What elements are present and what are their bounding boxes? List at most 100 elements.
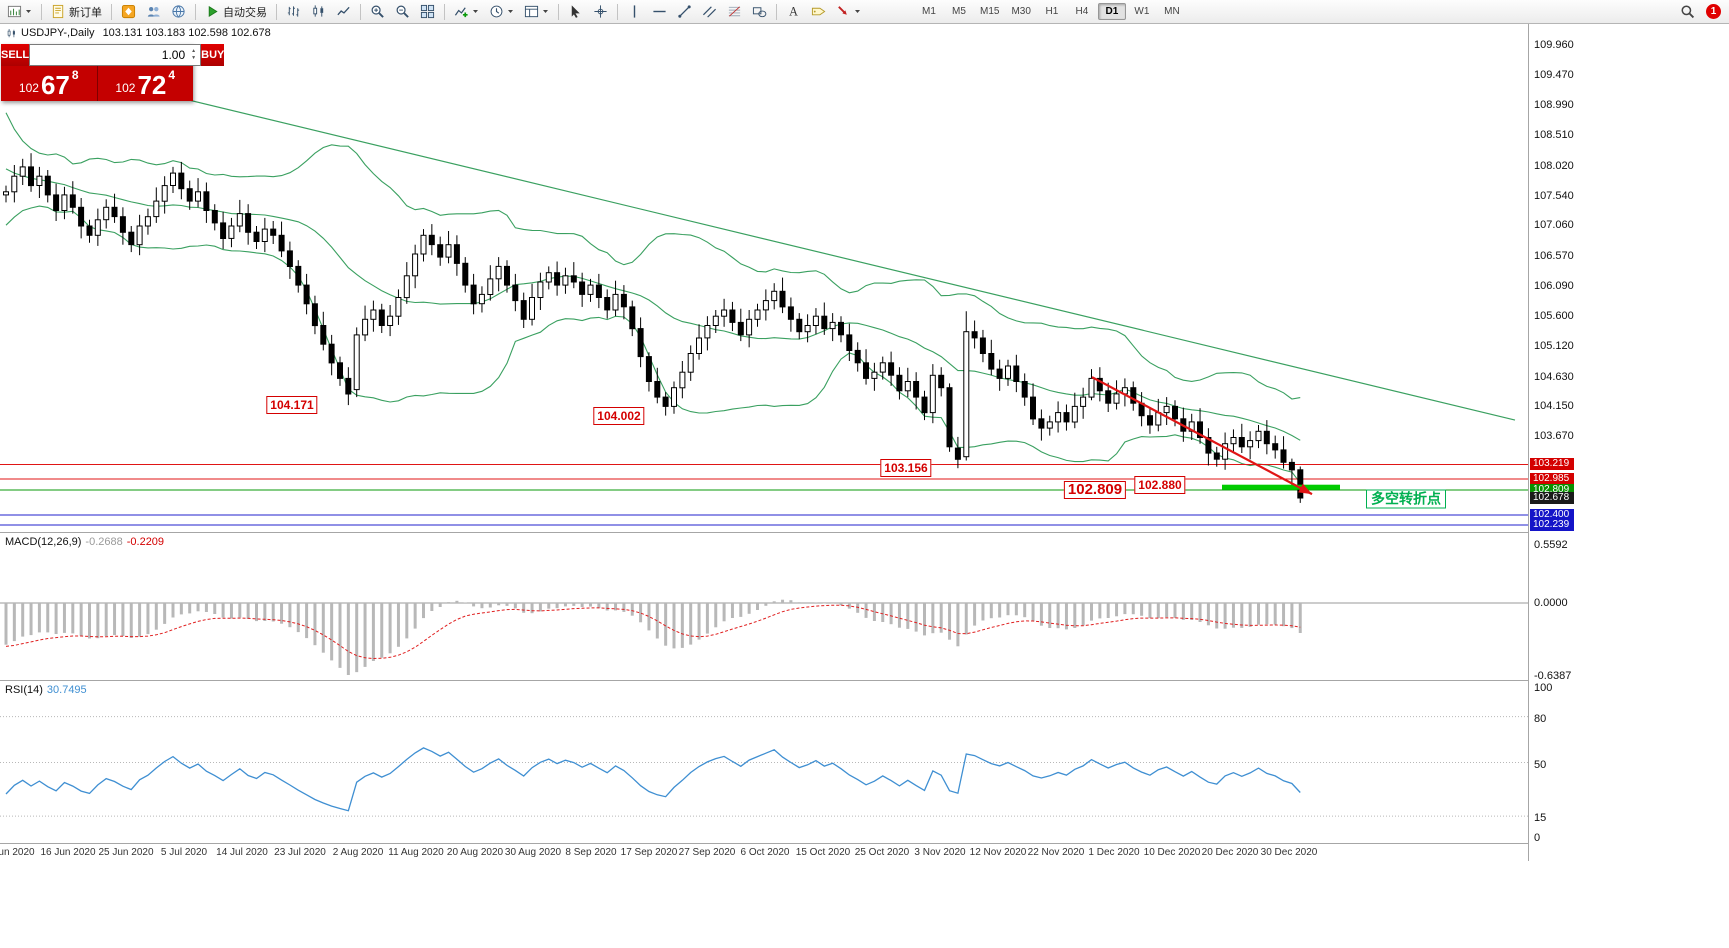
price-tag-103.219: 103.219	[1530, 458, 1574, 470]
bar-chart-button[interactable]	[282, 1, 305, 23]
candle-body	[328, 343, 335, 364]
cursor-button[interactable]	[564, 1, 587, 23]
volume-down-button[interactable]: ▼	[191, 55, 197, 61]
new-order-button[interactable]: 新订单	[47, 1, 106, 23]
navigator-button[interactable]	[142, 1, 165, 23]
candlestick-chart-button[interactable]	[307, 1, 330, 23]
zoom-out-button[interactable]	[391, 1, 414, 23]
text-label-button[interactable]	[807, 1, 830, 23]
indicators-button[interactable]	[450, 1, 483, 23]
date-axis-label[interactable]: 6 Oct 2020	[740, 847, 790, 858]
date-axis-label[interactable]: 20 Dec 2020	[1201, 847, 1259, 858]
text-button[interactable]: A	[782, 1, 805, 23]
candle-body	[762, 300, 769, 311]
shapes-button[interactable]	[748, 1, 771, 23]
short-term-downtrend-arrow[interactable]	[1091, 376, 1313, 496]
support-segment[interactable]	[1222, 484, 1340, 490]
toolbar-separator	[41, 3, 42, 20]
vertical-line-button[interactable]	[623, 1, 646, 23]
macd-canvas[interactable]	[0, 533, 1528, 680]
date-axis-label[interactable]: 2 Aug 2020	[332, 847, 384, 858]
toolbar-separator	[195, 3, 196, 20]
date-axis-label[interactable]: 22 Nov 2020	[1027, 847, 1085, 858]
candle-body	[1297, 469, 1304, 499]
notification-badge[interactable]: 1	[1706, 4, 1721, 19]
candle-body	[796, 318, 803, 333]
date-axis-label[interactable]: 11 Aug 2020	[388, 847, 444, 858]
date-axis-label[interactable]: 3 Nov 2020	[914, 847, 966, 858]
candle-body	[721, 309, 728, 317]
main-chart-canvas[interactable]	[0, 24, 1528, 533]
zoom-in-button[interactable]	[366, 1, 389, 23]
panel-separator[interactable]	[0, 843, 1576, 844]
candle-body	[94, 219, 101, 236]
date-axis-label[interactable]: 15 Oct 2020	[795, 847, 851, 858]
periods-button[interactable]	[485, 1, 518, 23]
toolbar-separator	[111, 3, 112, 20]
templates-button[interactable]	[520, 1, 553, 23]
search-button[interactable]	[1676, 1, 1699, 23]
timeframe-MN-button[interactable]: MN	[1164, 6, 1180, 17]
trendline-button[interactable]	[673, 1, 696, 23]
arrows-button[interactable]	[832, 1, 865, 23]
bollinger-upper-band	[5, 112, 1301, 400]
zoom-in-icon	[371, 5, 384, 18]
panel-separator[interactable]	[0, 680, 1576, 681]
date-axis-label[interactable]: 16 Jun 2020	[40, 847, 96, 858]
equidistant-channel-button[interactable]	[698, 1, 721, 23]
date-axis-label[interactable]: 17 Sep 2020	[620, 847, 678, 858]
rsi-scale-label: 0	[1534, 832, 1541, 844]
line-chart-button[interactable]	[332, 1, 355, 23]
date-axis-label[interactable]: 10 Dec 2020	[1143, 847, 1201, 858]
sell-price-button[interactable]: 102 67 8	[18, 68, 79, 100]
candle-body	[829, 321, 836, 330]
price-callout[interactable]: 102.880	[1134, 476, 1186, 495]
date-axis-label[interactable]: Jun 2020	[0, 847, 35, 858]
date-axis-label[interactable]: 23 Jul 2020	[274, 847, 326, 858]
timeframe-D1-button[interactable]: D1	[1097, 3, 1126, 20]
tile-windows-button[interactable]	[416, 1, 439, 23]
price-callout[interactable]: 102.809	[1063, 480, 1127, 499]
market-watch-button[interactable]	[117, 1, 140, 23]
date-axis-label[interactable]: 27 Sep 2020	[678, 847, 736, 858]
timeframe-M15-button[interactable]: M15	[980, 6, 1000, 17]
fibonacci-button[interactable]	[723, 1, 746, 23]
new-chart-button[interactable]	[3, 1, 36, 23]
volume-up-button[interactable]: ▲	[191, 48, 197, 54]
date-axis-label[interactable]: 25 Oct 2020	[854, 847, 910, 858]
timeframe-M30-button[interactable]: M30	[1011, 6, 1031, 17]
date-axis-label[interactable]: 30 Dec 2020	[1260, 847, 1318, 858]
candle-body	[311, 303, 318, 327]
text-icon: A	[789, 5, 798, 19]
autotrading-button[interactable]: 自动交易	[201, 1, 271, 23]
price-callout[interactable]: 104.002	[593, 406, 645, 425]
timeframe-M5-button[interactable]: M5	[952, 6, 966, 17]
price-scale[interactable]: 109.960 109.470 108.990 108.510 108.020 107.5…	[1528, 24, 1590, 861]
timeframe-W1-button[interactable]: W1	[1134, 6, 1150, 17]
descending-trendline[interactable]	[117, 82, 1516, 421]
buy-price-button[interactable]: 102 72 4	[96, 66, 194, 101]
date-axis-label[interactable]: 25 Jun 2020	[98, 847, 154, 858]
price-callout[interactable]: 103.156	[880, 459, 932, 478]
sell-button[interactable]: SELL	[1, 44, 30, 66]
date-axis-label[interactable]: 5 Jul 2020	[160, 847, 208, 858]
date-axis-label[interactable]: 12 Nov 2020	[969, 847, 1027, 858]
panel-separator[interactable]	[0, 532, 1576, 533]
rsi-canvas[interactable]	[0, 681, 1528, 843]
date-axis-label[interactable]: 8 Sep 2020	[565, 847, 617, 858]
timeframe-H1-button[interactable]: H1	[1045, 6, 1059, 17]
volume-input[interactable]	[30, 48, 188, 62]
buy-button[interactable]: BUY	[201, 44, 225, 66]
date-axis-label[interactable]: 20 Aug 2020	[446, 847, 504, 858]
timeframe-M1-button[interactable]: M1	[922, 6, 936, 17]
terminal-button[interactable]	[167, 1, 190, 23]
candle-body	[1213, 452, 1220, 460]
date-axis-label[interactable]: 1 Dec 2020	[1088, 847, 1140, 858]
date-axis-label[interactable]: 14 Jul 2020	[216, 847, 268, 858]
horizontal-line-button[interactable]	[648, 1, 671, 23]
price-callout[interactable]: 104.171	[266, 396, 318, 415]
timeframe-H4-button[interactable]: H4	[1075, 6, 1089, 17]
date-axis-label[interactable]: 30 Aug 2020	[504, 847, 562, 858]
crosshair-button[interactable]	[589, 1, 612, 23]
turning-point-annotation[interactable]: 多空转折点	[1366, 489, 1446, 509]
